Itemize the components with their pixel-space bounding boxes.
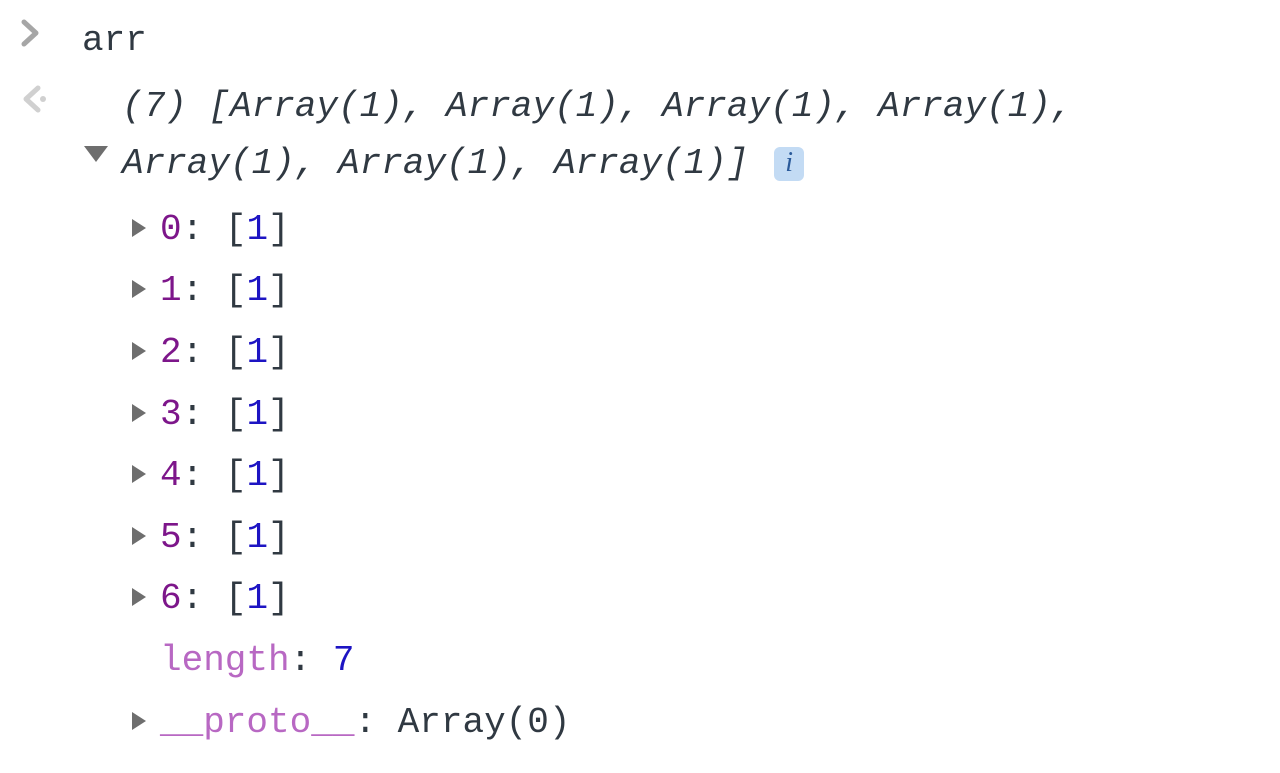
bracket-open: [ [225,394,247,435]
entry-value: 1 [246,455,268,496]
bracket-close: ] [268,517,290,558]
array-entry-text: 1: [1] [160,262,290,320]
array-entries: 0: [1]1: [1]2: [1]3: [1]4: [1]5: [1]6: [… [122,199,1260,630]
console-output-row: (7) [Array(1), Array(1), Array(1), Array… [20,78,1260,754]
input-prompt-icon [20,12,64,48]
bracket-close: ] [268,270,290,311]
bracket-open: [ [225,578,247,619]
chevron-right-icon[interactable] [130,447,152,505]
colon: : [182,270,225,311]
array-entry[interactable]: 0: [1] [130,199,1260,261]
colon: : [182,455,225,496]
entry-index: 0 [160,209,182,250]
bracket-close: ] [268,578,290,619]
entry-value: 1 [246,270,268,311]
array-entry-text: 2: [1] [160,324,290,382]
array-entry-text: 6: [1] [160,570,290,628]
colon: : [182,332,225,373]
console-input-text[interactable]: arr [82,12,147,70]
array-entry-text: 0: [1] [160,201,290,259]
bracket-open: [ [225,455,247,496]
array-summary[interactable]: (7) [Array(1), Array(1), Array(1), Array… [122,86,1073,185]
entry-index: 4 [160,455,182,496]
entry-value: 1 [246,578,268,619]
chevron-right-icon[interactable] [130,201,152,259]
chevron-right-icon[interactable] [130,386,152,444]
bracket-close: ] [268,209,290,250]
console-output-body: (7) [Array(1), Array(1), Array(1), Array… [82,78,1260,754]
colon: : [182,517,225,558]
array-entry-text: 3: [1] [160,386,290,444]
expand-toggle[interactable] [82,78,112,184]
output-content: (7) [Array(1), Array(1), Array(1), Array… [122,78,1260,754]
array-entry[interactable]: 1: [1] [130,260,1260,322]
chevron-right-icon[interactable] [130,509,152,567]
entry-index: 2 [160,332,182,373]
entry-index: 1 [160,270,182,311]
length-label: length [160,640,290,681]
entry-value: 1 [246,332,268,373]
entry-index: 3 [160,394,182,435]
info-icon[interactable]: i [774,147,804,181]
proto-label: __proto__ [160,702,354,743]
chevron-right-icon[interactable] [130,262,152,320]
array-entry-text: 5: [1] [160,509,290,567]
length-value: 7 [333,640,355,681]
entry-value: 1 [246,517,268,558]
bracket-open: [ [225,209,247,250]
array-entry[interactable]: 5: [1] [130,507,1260,569]
array-entry[interactable]: 3: [1] [130,384,1260,446]
proto-row[interactable]: __proto__: Array(0) [130,692,1260,754]
console-input-row: arr [20,12,1260,70]
output-indicator-icon [20,78,64,114]
proto-value: Array(0) [398,702,571,743]
array-entry[interactable]: 4: [1] [130,445,1260,507]
bracket-open: [ [225,270,247,311]
bracket-open: [ [225,332,247,373]
array-entry-text: 4: [1] [160,447,290,505]
bracket-close: ] [268,332,290,373]
entry-value: 1 [246,394,268,435]
bracket-close: ] [268,455,290,496]
bracket-open: [ [225,517,247,558]
entry-index: 5 [160,517,182,558]
chevron-right-icon[interactable] [130,324,152,382]
array-entry[interactable]: 2: [1] [130,322,1260,384]
bracket-close: ] [268,394,290,435]
chevron-right-icon[interactable] [130,570,152,628]
colon: : [182,209,225,250]
colon: : [182,394,225,435]
array-entry[interactable]: 6: [1] [130,568,1260,630]
entry-value: 1 [246,209,268,250]
colon: : [182,578,225,619]
chevron-right-icon[interactable] [130,694,152,752]
entry-index: 6 [160,578,182,619]
length-row: length: 7 [130,630,1260,692]
